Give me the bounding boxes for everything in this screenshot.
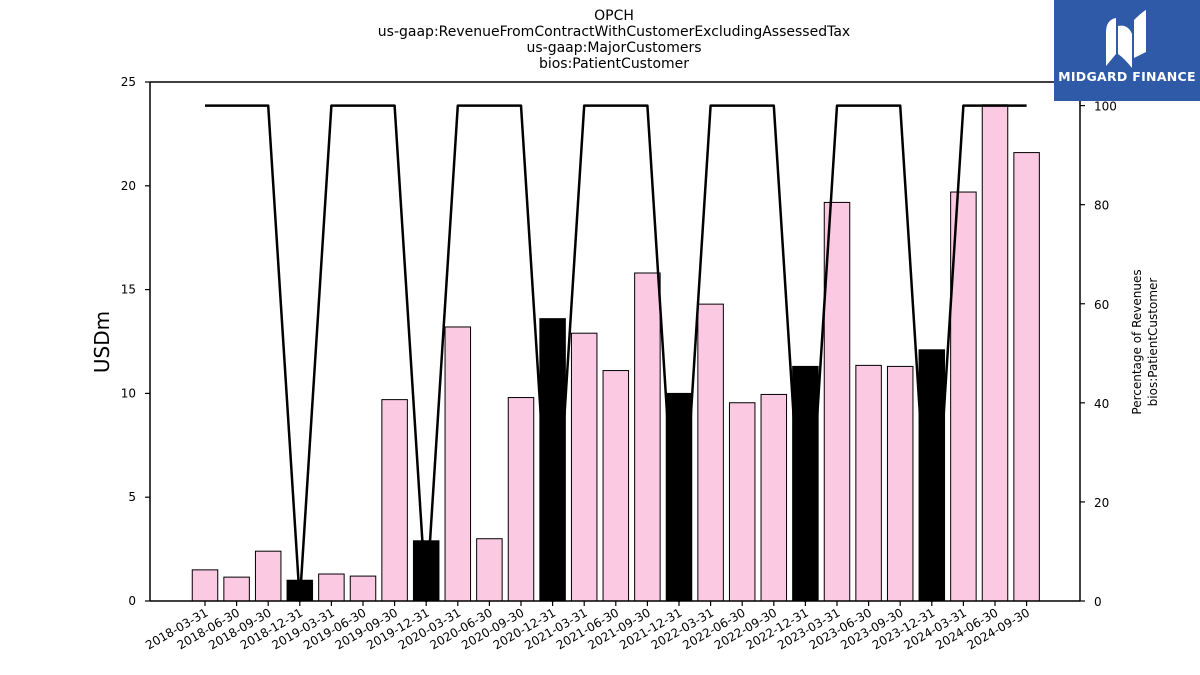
bar (349, 575, 377, 602)
bar (792, 365, 819, 602)
title-line: bios:PatientCustomer (539, 56, 689, 72)
y-axis-ticks: 0 5 10 15 20 25 (121, 75, 150, 608)
line-series (205, 104, 1027, 603)
y-tick-label: 10 (121, 386, 136, 400)
y-tick-label: 0 (128, 594, 136, 608)
bar (823, 201, 851, 602)
bar (1013, 152, 1040, 602)
bar (223, 576, 250, 602)
logo-text: MIDGARD FINANCE (1058, 69, 1196, 84)
y-tick-label: 5 (128, 490, 136, 504)
bar (602, 370, 630, 602)
y-tick-label: 25 (121, 75, 136, 89)
logo-icon (1106, 10, 1146, 69)
y2-tick-label: 40 (1094, 397, 1109, 411)
bar (191, 569, 219, 602)
brand-logo: MIDGARD FINANCE (1054, 0, 1200, 101)
y2-axis-label: Percentage of Revenues (1130, 269, 1144, 414)
bar (476, 538, 503, 602)
bar (981, 104, 1009, 602)
y2-axis-ticks: 0 20 40 60 80 100 (1080, 100, 1117, 609)
title-line: OPCH (594, 8, 634, 24)
title-line: us-gaap:RevenueFromContractWithCustomerE… (378, 24, 850, 40)
bar (728, 402, 756, 602)
bar (886, 365, 914, 602)
percentage-line (205, 104, 1027, 603)
bar (697, 303, 724, 602)
y2-tick-label: 80 (1094, 199, 1109, 213)
bar (444, 326, 472, 602)
y2-tick-label: 20 (1094, 496, 1109, 510)
title-line: us-gaap:MajorCustomers (526, 40, 701, 56)
bars (191, 104, 1040, 602)
axis-labels: USDm Percentage of Revenues bios:PatientCu… (90, 269, 1160, 414)
bar (318, 573, 345, 602)
bar (381, 399, 408, 602)
y2-tick-label: 0 (1094, 595, 1102, 609)
chart-title: OPCHus-gaap:RevenueFromContractWithCusto… (378, 8, 850, 72)
bar (855, 364, 882, 602)
y-tick-label: 20 (121, 179, 136, 193)
bar (254, 550, 282, 602)
y2-tick-label: 60 (1094, 298, 1109, 312)
bar (570, 332, 598, 602)
bar (507, 397, 535, 602)
x-axis-ticks: 2018-03-312018-06-302018-09-302018-12-31… (143, 601, 1032, 652)
bar (760, 393, 788, 602)
axes (149, 81, 1081, 602)
y-axis-label: USDm (90, 311, 114, 373)
y-tick-label: 15 (121, 283, 136, 297)
bar (634, 272, 661, 602)
y2-tick-label: 100 (1094, 100, 1117, 114)
bar (665, 392, 693, 602)
y2-axis-label: bios:PatientCustomer (1146, 278, 1160, 407)
